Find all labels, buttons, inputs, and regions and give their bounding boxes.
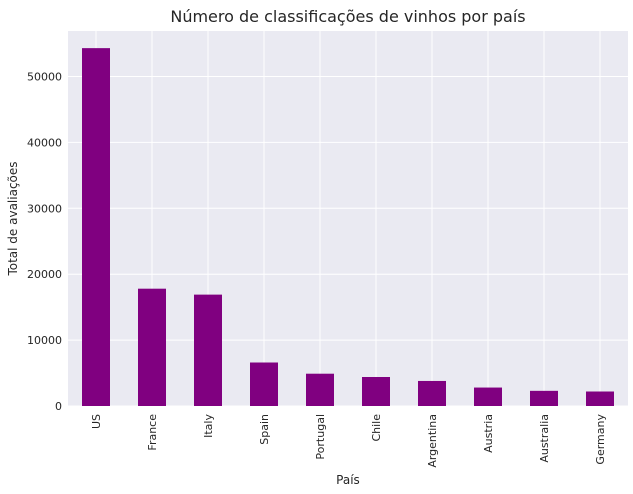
x-tick-labels: US France Italy Spain Portugal Chile Argentina… <box>90 414 607 468</box>
x-tick-label: US <box>90 414 103 429</box>
bar-spain <box>250 362 278 406</box>
y-tick-label: 50000 <box>27 70 62 83</box>
chart-title: Número de classificações de vinhos por p… <box>170 7 525 26</box>
bar-australia <box>530 390 558 406</box>
grid-lines <box>68 31 628 407</box>
x-tick-label: Italy <box>202 414 215 438</box>
y-tick-label: 10000 <box>27 334 62 347</box>
bar-austria <box>474 387 502 406</box>
bar-us <box>82 48 110 407</box>
bar-france <box>138 288 166 406</box>
x-tick-label: Chile <box>370 414 383 442</box>
bar-germany <box>586 391 614 406</box>
bar-chile <box>362 377 390 406</box>
x-tick-label: Spain <box>258 414 271 445</box>
bar-italy <box>194 294 222 406</box>
x-axis-label: País <box>336 473 360 487</box>
bars <box>82 48 614 407</box>
x-tick-label: Portugal <box>314 414 327 460</box>
y-tick-label: 40000 <box>27 136 62 149</box>
y-axis-label: Total de avaliações <box>6 161 20 276</box>
y-tick-label: 30000 <box>27 202 62 215</box>
x-tick-label: Australia <box>538 414 551 463</box>
bar-argentina <box>418 380 446 406</box>
y-tick-labels: 0 10000 20000 30000 40000 50000 <box>27 70 62 413</box>
y-tick-label: 0 <box>55 400 62 413</box>
x-tick-label: Germany <box>594 414 607 465</box>
x-tick-label: Austria <box>482 414 495 453</box>
x-tick-label: Argentina <box>426 414 439 468</box>
y-tick-label: 20000 <box>27 268 62 281</box>
x-tick-label: France <box>146 414 159 451</box>
bar-portugal <box>306 373 334 406</box>
